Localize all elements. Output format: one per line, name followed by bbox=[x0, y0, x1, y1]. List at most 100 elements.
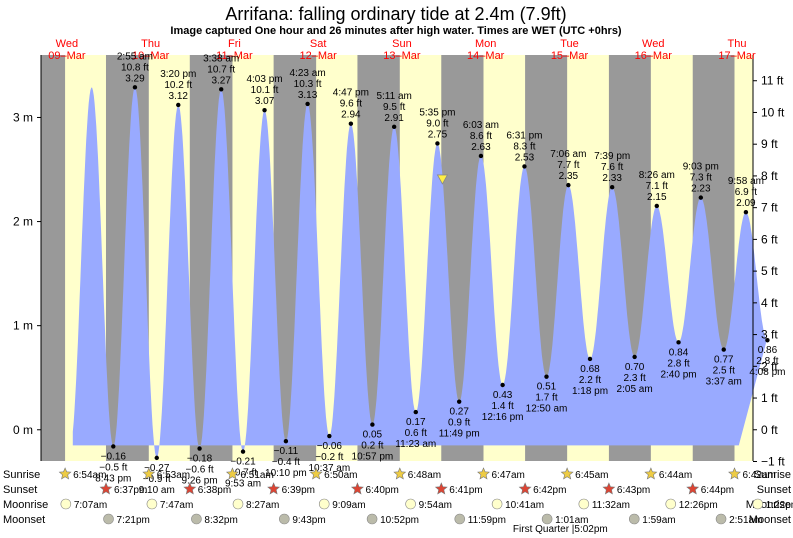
low-tide-time: 11:49 pm bbox=[439, 429, 480, 440]
moonrise-time: 7:07am bbox=[74, 500, 107, 511]
moonrise-icon bbox=[146, 498, 158, 510]
high-tide-metres: 3.07 bbox=[255, 96, 275, 107]
current-tide-marker bbox=[436, 174, 449, 185]
sunset-time: 6:41pm bbox=[449, 485, 482, 496]
sunset-time: 6:42pm bbox=[533, 485, 566, 496]
low-tide-metres: 0.17 bbox=[406, 417, 426, 428]
high-tide-metres: 3.27 bbox=[211, 75, 231, 86]
moonrise-time: 10:41am bbox=[505, 500, 544, 511]
sunrise-time: 6:48am bbox=[408, 470, 441, 481]
low-tide-metres: −0.27 bbox=[144, 463, 170, 474]
moonset-time: 2:51am bbox=[729, 515, 762, 526]
tide-point bbox=[413, 409, 418, 415]
low-tide-metres: −0.16 bbox=[101, 451, 127, 462]
date-label: 10–Mar bbox=[132, 50, 170, 62]
high-tide-metres: 2.53 bbox=[515, 152, 535, 163]
tide-point bbox=[391, 124, 397, 130]
high-tide-metres: 3.29 bbox=[125, 73, 145, 84]
moonset-icon bbox=[191, 513, 202, 525]
moonrise-time: 9:54am bbox=[419, 500, 452, 511]
sunrise-time: 6:53am bbox=[157, 470, 190, 481]
low-tide-feet: 2.5 ft bbox=[713, 366, 735, 377]
high-tide-time: 5:11 am bbox=[376, 91, 411, 102]
high-tide-metres: 2.94 bbox=[341, 110, 361, 121]
high-tide-metres: 3.12 bbox=[169, 91, 189, 102]
low-tide-time: 10:37 am bbox=[308, 463, 350, 474]
moonset-time: 1:01am bbox=[555, 515, 588, 526]
moonrise-icon bbox=[752, 498, 764, 510]
day-of-week-label: Tue bbox=[560, 38, 579, 50]
moonrise-time: 11:32am bbox=[592, 500, 630, 511]
high-tide-feet: 8.3 ft bbox=[513, 141, 535, 152]
tide-point bbox=[522, 164, 527, 169]
right-tick-label: 11 ft bbox=[761, 74, 784, 88]
sunset-time: 6:38pm bbox=[198, 485, 231, 496]
sunrise-time: 6:50am bbox=[324, 470, 357, 481]
low-tide-feet: 0.2 ft bbox=[361, 441, 383, 452]
low-tide-metres: 0.27 bbox=[449, 407, 469, 418]
tide-point bbox=[765, 338, 770, 343]
left-tick-label: 0 m bbox=[13, 423, 33, 437]
sunset-icon bbox=[350, 482, 364, 495]
astro-row-label-left: Moonrise bbox=[3, 499, 48, 511]
low-tide-feet: 2.8 ft bbox=[667, 358, 689, 369]
high-tide-metres: 2.33 bbox=[602, 173, 622, 184]
moonset-icon bbox=[366, 513, 378, 525]
tide-point bbox=[478, 153, 484, 159]
sunset-icon bbox=[686, 482, 700, 495]
day-of-week-label: Fri bbox=[228, 38, 241, 50]
high-tide-feet: 7.3 ft bbox=[690, 173, 712, 184]
high-tide-metres: 2.15 bbox=[647, 192, 667, 203]
day-of-week-label: Sat bbox=[310, 38, 327, 50]
axes: 0 m 1 m 2 m 3 m −1 ft 0 ft 1 ft 2 ft 3 ft 4 ft 5 f… bbox=[13, 55, 785, 468]
moonset-icon bbox=[541, 513, 553, 525]
right-tick-label: 8 ft bbox=[761, 169, 778, 183]
high-tide-time: 3:38 am bbox=[203, 53, 239, 64]
low-tide-time: 9:10 am bbox=[139, 485, 175, 496]
high-tide-feet: 10.2 ft bbox=[164, 80, 192, 91]
day-of-week-label: Sun bbox=[392, 38, 412, 50]
high-tide-time: 3:20 pm bbox=[160, 69, 196, 80]
date-label: 16–Mar bbox=[635, 50, 673, 62]
low-tide-feet: 2.3 ft bbox=[623, 373, 645, 384]
low-tide-time: 10:10 pm bbox=[265, 468, 307, 479]
low-tide-feet: −0.9 ft bbox=[143, 474, 171, 485]
sunset-icon bbox=[183, 482, 197, 495]
low-tide-metres: −0.06 bbox=[317, 441, 343, 452]
left-tick-label: 3 m bbox=[13, 110, 33, 124]
tide-point bbox=[456, 399, 462, 404]
low-tide-time: 10:57 pm bbox=[352, 452, 394, 463]
high-tide-time: 9:03 pm bbox=[683, 162, 719, 173]
sunrise-time: 6:42am bbox=[743, 470, 776, 481]
sunrise-icon bbox=[728, 467, 741, 480]
low-tide-feet: 0.6 ft bbox=[405, 428, 427, 439]
sunrise-time: 6:45am bbox=[575, 470, 608, 481]
sunrise-icon bbox=[142, 467, 156, 480]
moonrise-time: 8:27am bbox=[246, 500, 279, 511]
low-tide-feet: 1.4 ft bbox=[492, 401, 514, 412]
high-tide-time: 4:03 pm bbox=[246, 74, 282, 85]
right-tick-label: 9 ft bbox=[761, 137, 778, 151]
low-tide-time: 1:18 pm bbox=[572, 386, 608, 397]
low-tide-feet: 1.7 ft bbox=[535, 393, 557, 404]
high-tide-time: 9:58 am bbox=[728, 176, 764, 187]
high-tide-feet: 8.6 ft bbox=[470, 131, 492, 142]
high-tide-time: 4:23 am bbox=[290, 68, 326, 79]
tide-point bbox=[698, 195, 704, 200]
high-tide-feet: 9.5 ft bbox=[383, 102, 405, 113]
tide-point bbox=[587, 356, 593, 362]
sunset-time: 6:39pm bbox=[282, 485, 315, 496]
current-position-icon bbox=[436, 174, 449, 185]
day-of-week-label: Wed bbox=[56, 38, 78, 50]
sunset-icon bbox=[267, 482, 281, 495]
sunrise-icon bbox=[309, 467, 323, 480]
moonrise-icon bbox=[318, 498, 330, 510]
low-tide-metres: 0.70 bbox=[625, 362, 645, 373]
sunset-time: 6:44pm bbox=[701, 485, 734, 496]
low-tide-time: 12:50 am bbox=[526, 404, 568, 415]
low-tide-time: 2:05 am bbox=[617, 384, 653, 395]
high-tide-time: 5:35 pm bbox=[419, 107, 455, 118]
moonrise-time: 1:22pm bbox=[766, 500, 793, 511]
date-label: 15–Mar bbox=[551, 50, 589, 62]
